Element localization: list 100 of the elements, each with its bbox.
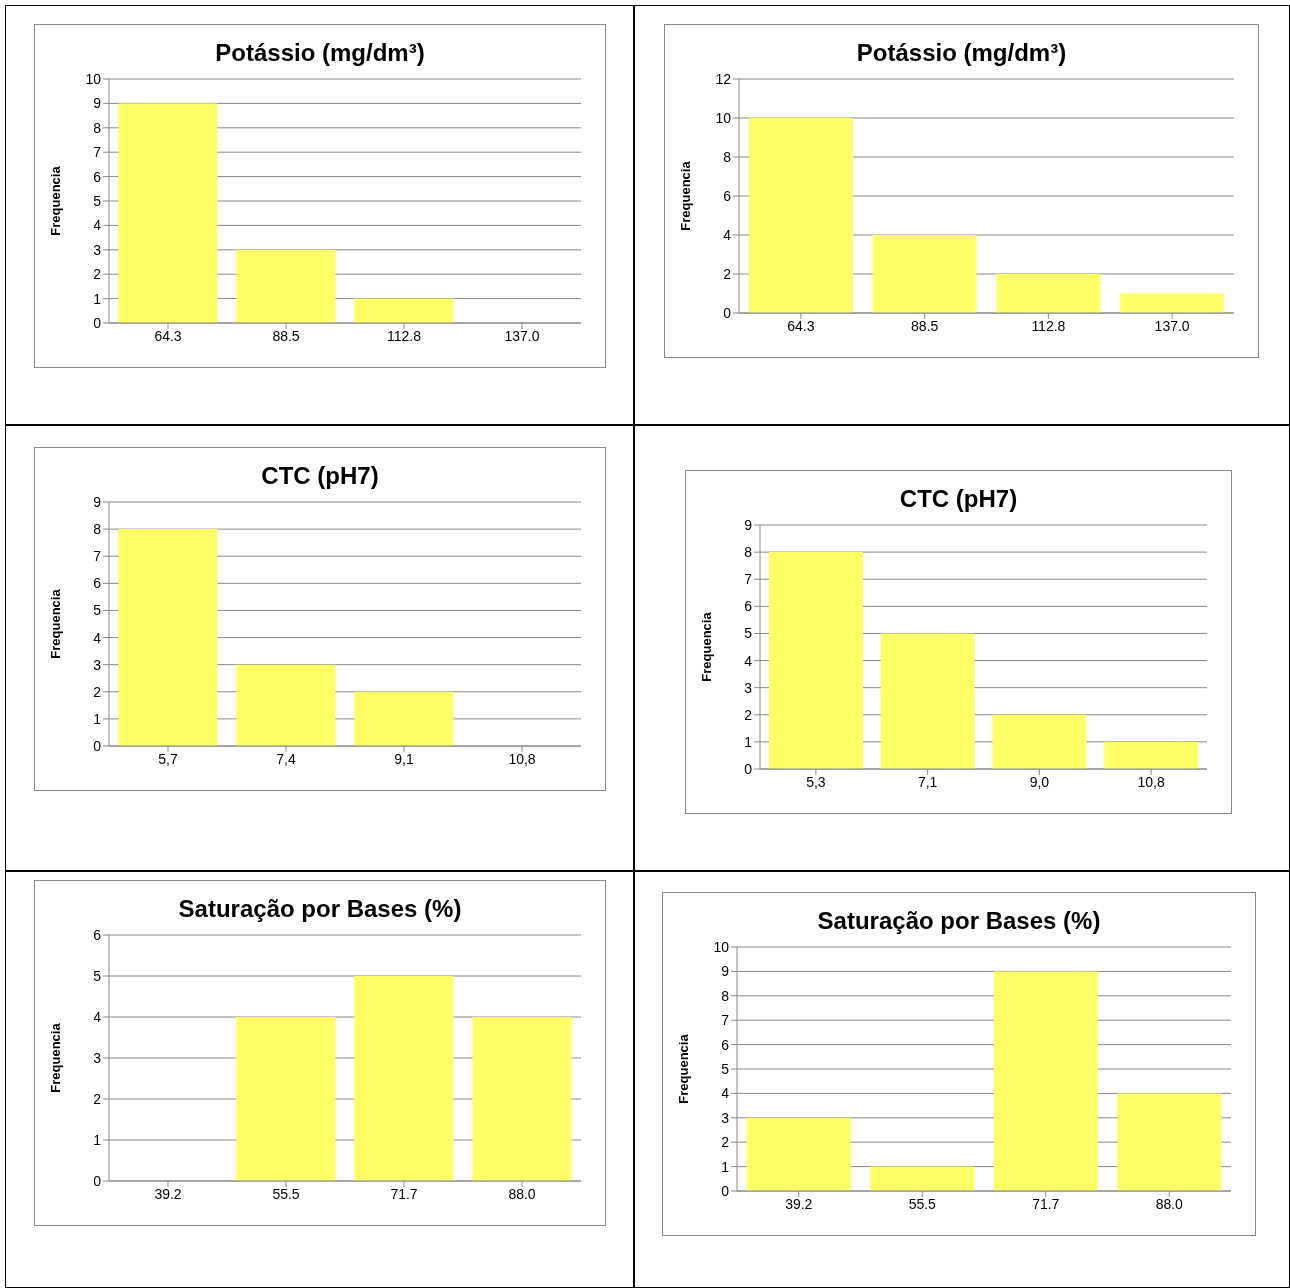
chart-title: CTC (pH7) <box>261 462 379 489</box>
y-tick-label: 0 <box>93 737 102 754</box>
y-tick-label: 0 <box>721 1182 730 1199</box>
bar <box>880 633 975 769</box>
bar <box>996 274 1101 313</box>
chart-title: CTC (pH7) <box>899 485 1018 512</box>
x-tick-label: 71.7 <box>390 1185 418 1202</box>
chart-title: Saturação por Bases (%) <box>817 907 1101 934</box>
x-tick-label: 5,3 <box>806 773 826 790</box>
x-tick-label: 9,0 <box>1029 773 1050 790</box>
y-tick-label: 3 <box>93 656 102 673</box>
x-tick-label: 71.7 <box>1032 1195 1060 1212</box>
x-tick-label: 10,8 <box>1137 773 1165 790</box>
bar <box>1117 1093 1222 1191</box>
bar <box>354 298 454 323</box>
y-tick-label: 6 <box>93 168 102 185</box>
bar <box>118 529 218 746</box>
y-axis-title: Frequencia <box>677 160 693 231</box>
y-tick-label: 0 <box>93 314 102 331</box>
y-tick-label: 0 <box>93 1172 102 1189</box>
y-axis-title: Frequencia <box>698 611 714 682</box>
y-tick-label: 4 <box>93 629 102 646</box>
y-tick-label: 6 <box>93 575 102 592</box>
y-tick-label: 5 <box>93 602 102 619</box>
x-tick-label: 9,1 <box>394 750 414 767</box>
y-tick-label: 1 <box>721 1158 730 1175</box>
y-tick-label: 4 <box>744 652 753 669</box>
x-tick-label: 55.5 <box>272 1185 300 1202</box>
y-tick-label: 8 <box>744 544 753 561</box>
bar <box>354 691 454 746</box>
y-tick-label: 7 <box>93 144 102 161</box>
y-tick-label: 4 <box>723 226 732 243</box>
y-axis-title: Frequencia <box>675 1033 691 1104</box>
x-tick-label: 112.8 <box>387 327 422 344</box>
x-tick-label: 64.3 <box>154 327 182 344</box>
y-tick-label: 2 <box>93 683 102 700</box>
y-tick-label: 6 <box>93 926 102 943</box>
y-tick-label: 3 <box>93 1049 102 1066</box>
y-tick-label: 10 <box>85 70 102 87</box>
y-tick-label: 0 <box>723 304 732 321</box>
x-tick-label: 88.0 <box>1155 1195 1184 1212</box>
y-tick-label: 5 <box>93 192 102 209</box>
bar <box>870 1166 975 1191</box>
bar <box>118 103 218 323</box>
y-tick-label: 2 <box>93 266 102 283</box>
y-tick-label: 3 <box>93 241 102 258</box>
y-tick-label: 4 <box>721 1085 730 1102</box>
y-tick-label: 7 <box>93 548 102 565</box>
y-axis-title: Frequencia <box>47 165 63 236</box>
bar <box>746 1117 851 1191</box>
bar <box>1120 293 1225 313</box>
chart-title: Potássio (mg/dm³) <box>856 39 1067 66</box>
y-tick-label: 9 <box>721 963 730 980</box>
y-axis-title: Frequencia <box>47 1022 63 1093</box>
y-tick-label: 8 <box>93 521 102 538</box>
y-tick-label: 10 <box>713 938 730 955</box>
y-tick-label: 5 <box>93 967 102 984</box>
y-tick-label: 5 <box>721 1060 730 1077</box>
y-tick-label: 4 <box>93 217 102 234</box>
bar <box>236 664 336 746</box>
x-tick-label: 137.0 <box>1154 317 1190 334</box>
bar <box>872 235 977 313</box>
y-tick-label: 3 <box>721 1109 730 1126</box>
y-tick-label: 1 <box>93 290 102 307</box>
x-tick-label: 7,4 <box>276 750 296 767</box>
x-tick-label: 88.5 <box>272 327 300 344</box>
y-tick-label: 10 <box>715 109 732 126</box>
y-tick-label: 3 <box>744 679 753 696</box>
y-tick-label: 7 <box>721 1012 730 1029</box>
x-tick-label: 7,1 <box>917 773 938 790</box>
bar <box>992 714 1087 769</box>
y-tick-label: 7 <box>744 571 753 588</box>
y-tick-label: 9 <box>93 493 102 510</box>
bar <box>748 118 853 313</box>
y-tick-label: 2 <box>721 1134 730 1151</box>
y-tick-label: 1 <box>93 710 102 727</box>
x-tick-label: 137.0 <box>504 327 540 344</box>
y-tick-label: 2 <box>723 265 732 282</box>
x-tick-label: 88.0 <box>508 1185 536 1202</box>
bar <box>768 552 863 769</box>
y-tick-label: 4 <box>93 1008 102 1025</box>
y-tick-label: 6 <box>723 187 732 204</box>
y-tick-label: 8 <box>93 119 102 136</box>
bar <box>993 971 1098 1191</box>
y-tick-label: 9 <box>93 95 102 112</box>
x-tick-label: 112.8 <box>1031 317 1066 334</box>
bar <box>236 249 336 323</box>
y-tick-label: 8 <box>721 987 730 1004</box>
y-tick-label: 6 <box>744 598 753 615</box>
y-tick-label: 0 <box>744 760 753 777</box>
x-tick-label: 39.2 <box>785 1195 813 1212</box>
x-tick-label: 64.3 <box>787 317 815 334</box>
y-tick-label: 5 <box>744 625 753 642</box>
y-tick-label: 1 <box>744 733 753 750</box>
bar <box>1104 741 1199 769</box>
x-tick-label: 55.5 <box>908 1195 937 1212</box>
y-tick-label: 8 <box>723 148 732 165</box>
chart-title: Saturação por Bases (%) <box>178 895 462 922</box>
y-tick-label: 12 <box>715 70 732 87</box>
y-tick-label: 9 <box>744 516 753 533</box>
